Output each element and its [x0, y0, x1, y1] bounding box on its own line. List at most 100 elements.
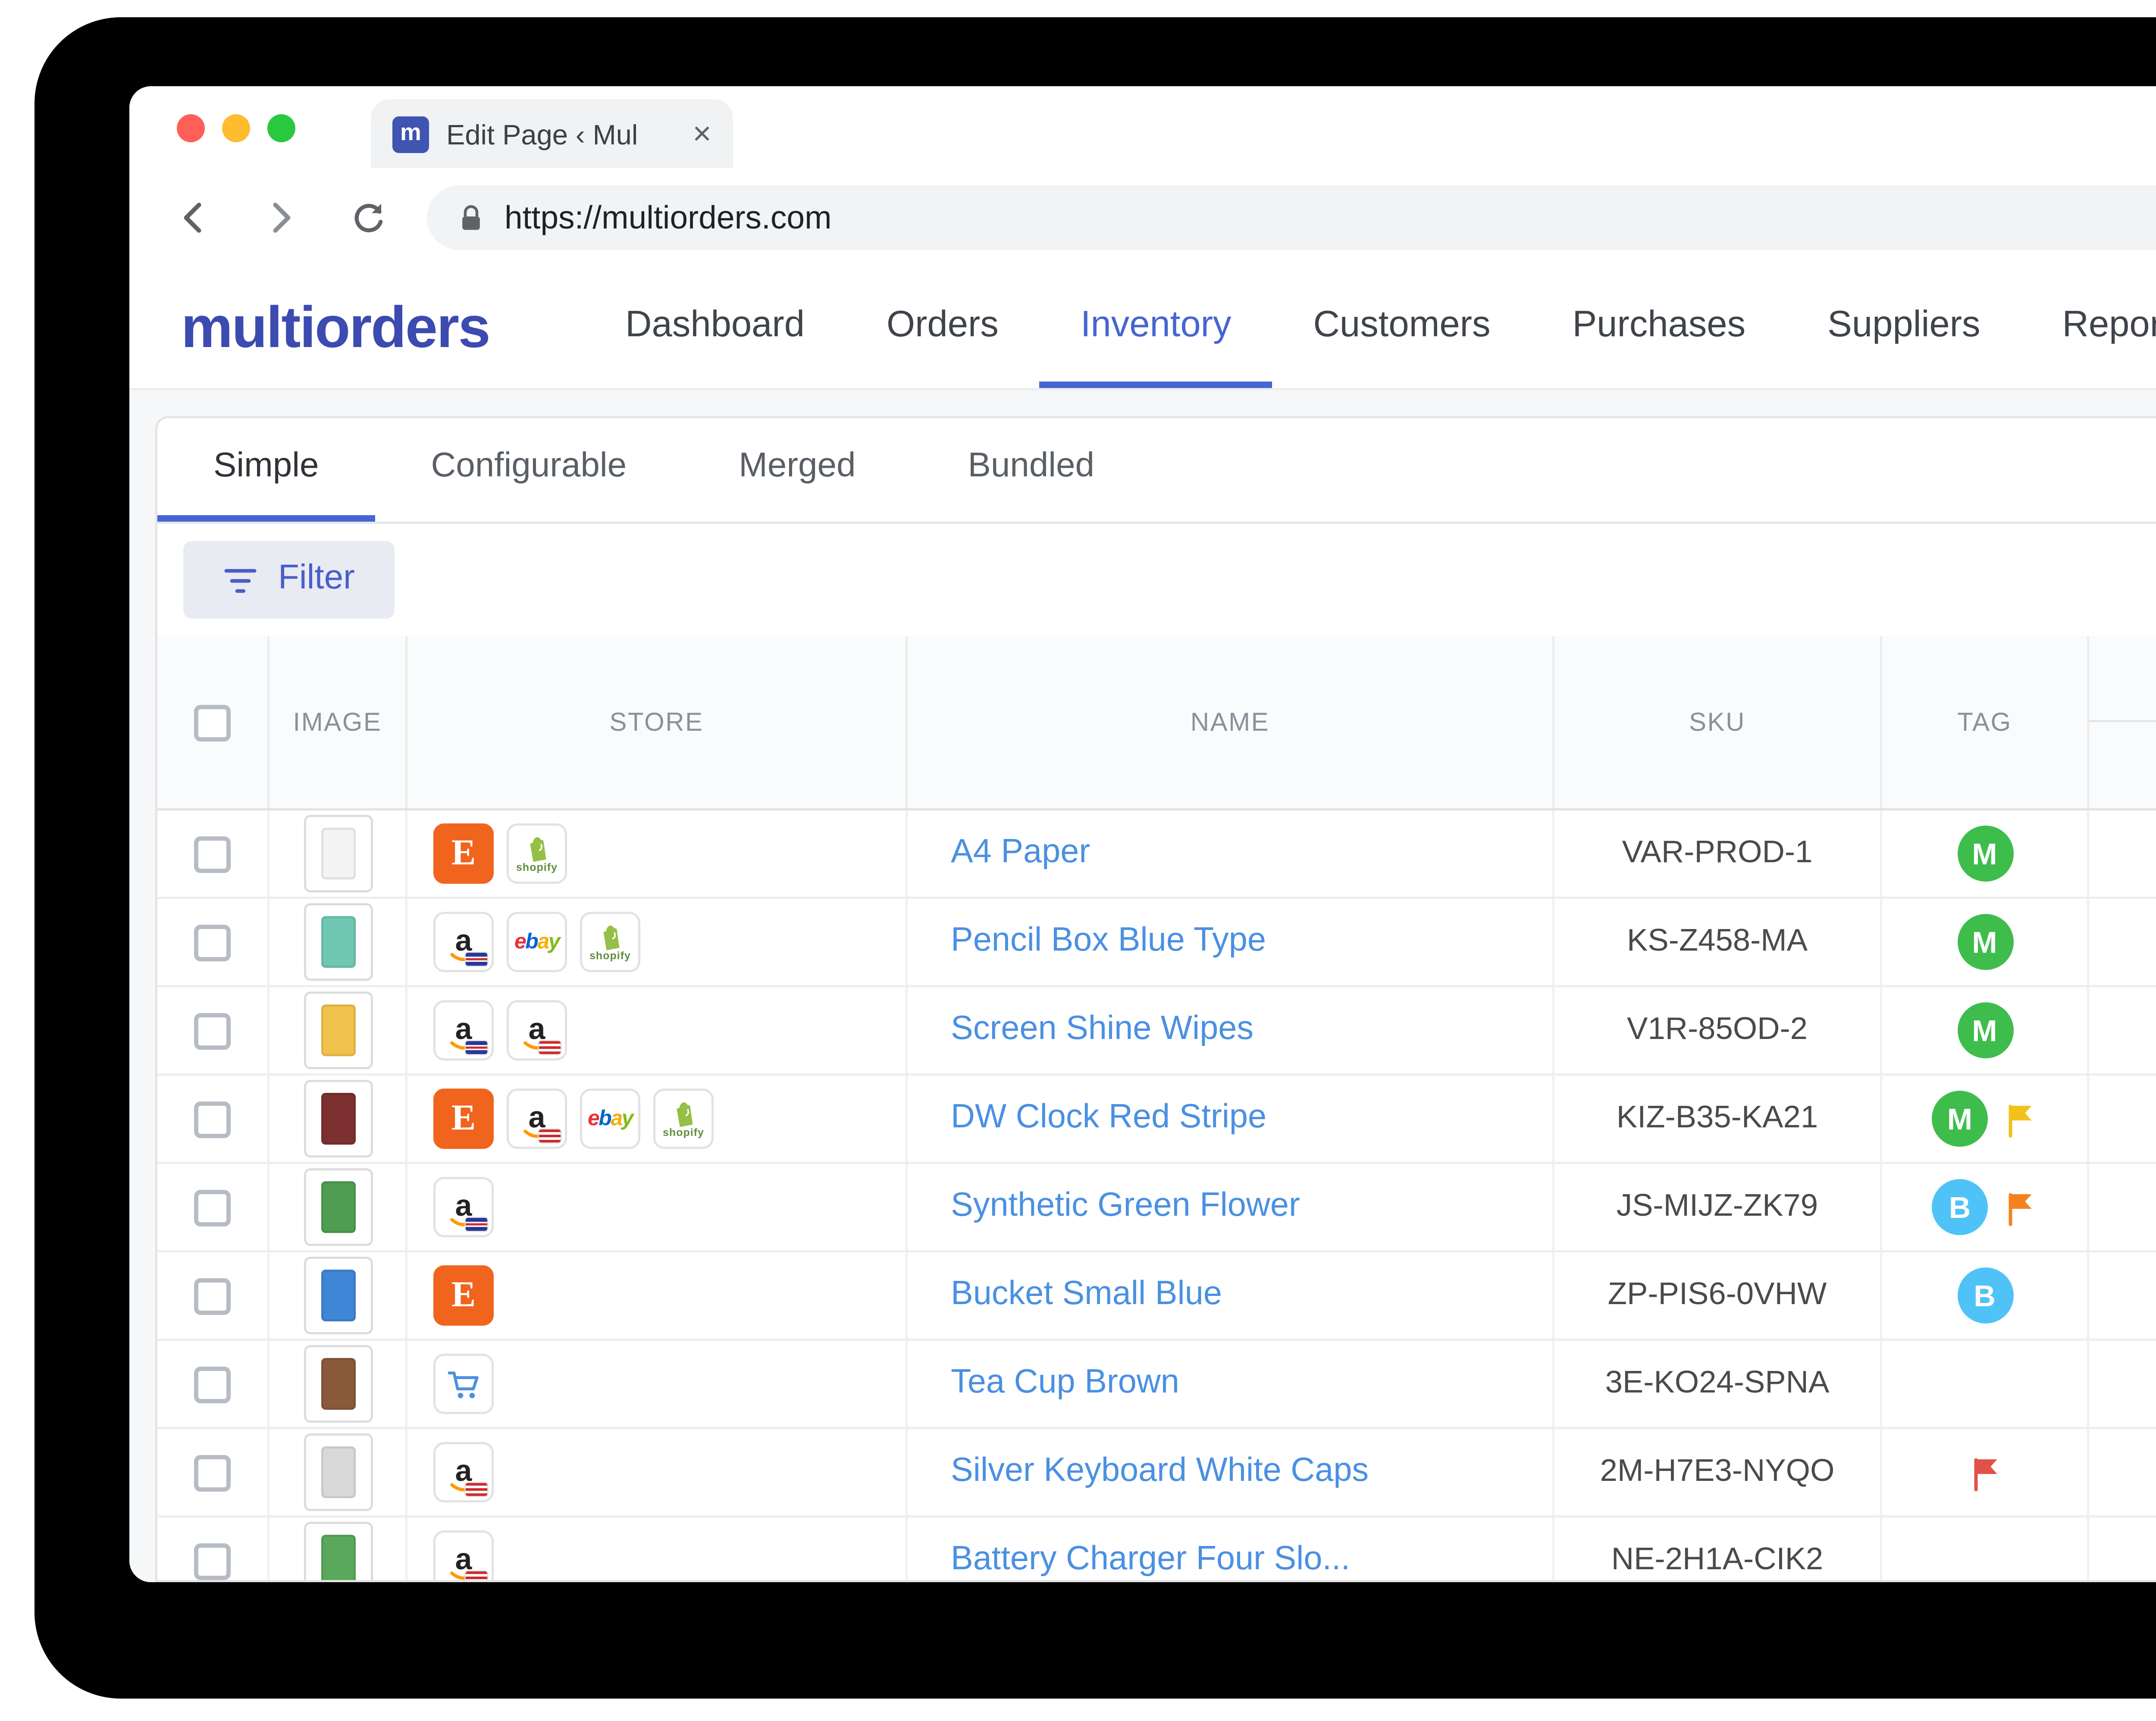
- marketplace-flag-us: [466, 1483, 487, 1496]
- inventory-table: IMAGE STORE NAME SKU TAG WAREHOUSE TOTAL…: [157, 636, 2156, 1580]
- product-image-cell: [270, 1429, 407, 1515]
- product-name-link[interactable]: A4 Paper: [951, 834, 1090, 873]
- table-row: Tea Cup Brown3E-KO24-SPNA190190-: [157, 1341, 2156, 1429]
- total-cell: 19: [2089, 1341, 2156, 1427]
- main-nav: Dashboard Orders Inventory Customers Pur…: [584, 267, 2156, 388]
- product-name-link[interactable]: Pencil Box Blue Type: [951, 923, 1266, 961]
- row-select-cell: [157, 1252, 270, 1339]
- product-name-link[interactable]: Synthetic Green Flower: [951, 1188, 1300, 1227]
- product-name-cell: Silver Keyboard White Caps: [908, 1429, 1554, 1515]
- tab-merged[interactable]: Merged: [683, 418, 912, 522]
- nav-item-orders[interactable]: Orders: [846, 267, 1040, 388]
- product-thumbnail: [303, 1522, 372, 1580]
- browser-tab[interactable]: m Edit Page ‹ Mul ×: [371, 99, 733, 168]
- etsy-store-icon: E: [433, 1265, 494, 1326]
- sku-value: KIZ-B35-KA21: [1617, 1101, 1818, 1136]
- row-checkbox[interactable]: [194, 1189, 231, 1226]
- sku-cell: V1R-85OD-2: [1554, 987, 1882, 1073]
- marketplace-flag-uk: [466, 953, 487, 966]
- total-cell: 5: [2089, 1518, 2156, 1580]
- product-name-cell: A4 Paper: [908, 810, 1554, 897]
- row-checkbox[interactable]: [194, 1277, 231, 1314]
- tag-cell: M: [1882, 810, 2089, 897]
- tag-cell: M: [1882, 987, 2089, 1073]
- row-checkbox[interactable]: [194, 1543, 231, 1579]
- product-name-link[interactable]: Battery Charger Four Slo...: [951, 1541, 1350, 1580]
- amazon-store-icon: a: [507, 1000, 567, 1061]
- filter-row: Filter Total items: 89: [157, 524, 2156, 636]
- flag-icon: [2003, 1101, 2037, 1137]
- nav-item-purchases[interactable]: Purchases: [1531, 267, 1786, 388]
- minimize-window-button[interactable]: [222, 114, 250, 142]
- total-cell: 78: [2089, 987, 2156, 1073]
- back-button[interactable]: [168, 192, 220, 244]
- row-checkbox[interactable]: [194, 1366, 231, 1402]
- tag-cell: B: [1882, 1164, 2089, 1250]
- tab-simple[interactable]: Simple: [157, 418, 375, 522]
- row-checkbox[interactable]: [194, 1454, 231, 1491]
- product-name-cell: Tea Cup Brown: [908, 1341, 1554, 1427]
- product-thumbnail: [303, 903, 372, 981]
- nav-item-inventory[interactable]: Inventory: [1040, 267, 1272, 388]
- multiorders-logo[interactable]: multiorders: [181, 267, 489, 388]
- product-thumbnail: [303, 992, 372, 1069]
- marketplace-flag-uk: [466, 1041, 487, 1054]
- forward-button[interactable]: [254, 192, 306, 244]
- tab-bundled[interactable]: Bundled: [912, 418, 1150, 522]
- row-select-cell: [157, 1341, 270, 1427]
- select-all-cell: [157, 636, 270, 808]
- filter-button[interactable]: Filter: [183, 541, 394, 619]
- product-name-cell: Battery Charger Four Slo...: [908, 1518, 1554, 1580]
- amazon-store-icon: a: [433, 912, 494, 972]
- amazon-store-icon: a: [433, 1442, 494, 1502]
- shopify-store-icon: shopify: [580, 912, 640, 972]
- row-checkbox[interactable]: [194, 924, 231, 961]
- cart-store-icon: [433, 1354, 494, 1414]
- product-name-link[interactable]: Tea Cup Brown: [951, 1364, 1179, 1403]
- reload-button[interactable]: [341, 192, 392, 244]
- table-row: EBucket Small BlueZP-PIS6-0VHWB2021-: [157, 1252, 2156, 1341]
- app-navigation: multiorders Dashboard Orders Inventory C…: [129, 267, 2156, 390]
- product-image-cell: [270, 1341, 407, 1427]
- nav-item-reports[interactable]: Reports: [2021, 267, 2156, 388]
- product-name-link[interactable]: Silver Keyboard White Caps: [951, 1453, 1369, 1492]
- row-checkbox[interactable]: [194, 835, 231, 872]
- tab-configurable[interactable]: Configurable: [375, 418, 683, 522]
- flag-icon: [2003, 1189, 2037, 1226]
- tab-close-icon[interactable]: ×: [693, 118, 711, 150]
- store-cell: aa: [407, 987, 908, 1073]
- table-row: aBattery Charger Four Slo...NE-2H1A-CIK2…: [157, 1518, 2156, 1580]
- product-name-link[interactable]: Bucket Small Blue: [951, 1276, 1222, 1315]
- product-thumbnail: [303, 815, 372, 892]
- column-header-image: IMAGE: [270, 636, 407, 808]
- product-name-link[interactable]: Screen Shine Wipes: [951, 1011, 1253, 1050]
- row-checkbox[interactable]: [194, 1101, 231, 1137]
- nav-item-customers[interactable]: Customers: [1272, 267, 1532, 388]
- select-all-checkbox[interactable]: [194, 704, 231, 741]
- sku-cell: ZP-PIS6-0VHW: [1554, 1252, 1882, 1339]
- product-image-cell: [270, 987, 407, 1073]
- sku-value: V1R-85OD-2: [1627, 1013, 1808, 1048]
- inventory-card: Simple Configurable Merged Bundled Impor…: [155, 416, 2156, 1582]
- product-name-cell: Synthetic Green Flower: [908, 1164, 1554, 1250]
- column-header-tag: TAG: [1882, 636, 2089, 808]
- sku-cell: KS-Z458-MA: [1554, 899, 1882, 985]
- column-header-total: TOTAL: [2089, 722, 2156, 808]
- table-row: aebayshopifyPencil Box Blue TypeKS-Z458-…: [157, 899, 2156, 987]
- filter-icon: [222, 564, 259, 596]
- close-window-button[interactable]: [177, 114, 205, 142]
- column-header-store: STORE: [407, 636, 908, 808]
- tag-badge-B: B: [1957, 1267, 2013, 1324]
- amazon-store-icon: a: [433, 1177, 494, 1237]
- address-bar[interactable]: https://multiorders.com: [427, 185, 2156, 250]
- etsy-store-icon: E: [433, 1089, 494, 1149]
- table-row: EshopifyA4 PaperVAR-PROD-1M-2-282-: [157, 810, 2156, 899]
- row-checkbox[interactable]: [194, 1012, 231, 1049]
- total-cell: 16: [2089, 1076, 2156, 1162]
- product-name-link[interactable]: DW Clock Red Stripe: [951, 1099, 1266, 1138]
- zoom-window-button[interactable]: [267, 114, 295, 142]
- nav-item-suppliers[interactable]: Suppliers: [1786, 267, 2021, 388]
- tab-favicon: m: [392, 116, 429, 152]
- total-cell: 0: [2089, 1164, 2156, 1250]
- nav-item-dashboard[interactable]: Dashboard: [584, 267, 846, 388]
